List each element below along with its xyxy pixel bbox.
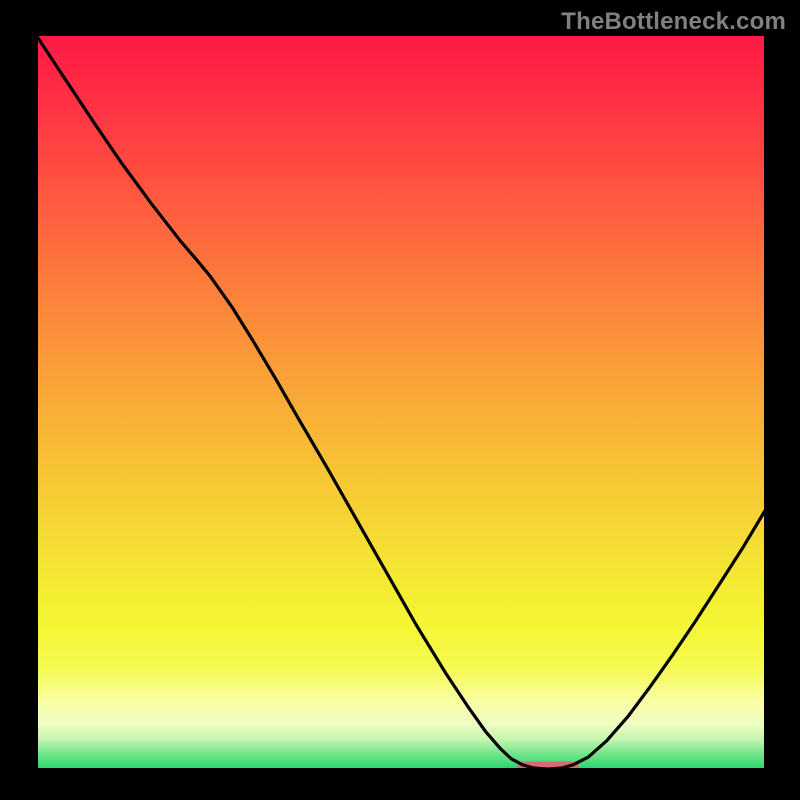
bottleneck-plot [34, 32, 768, 772]
chart-frame: TheBottleneck.com [0, 0, 800, 800]
plot-background [34, 32, 768, 772]
